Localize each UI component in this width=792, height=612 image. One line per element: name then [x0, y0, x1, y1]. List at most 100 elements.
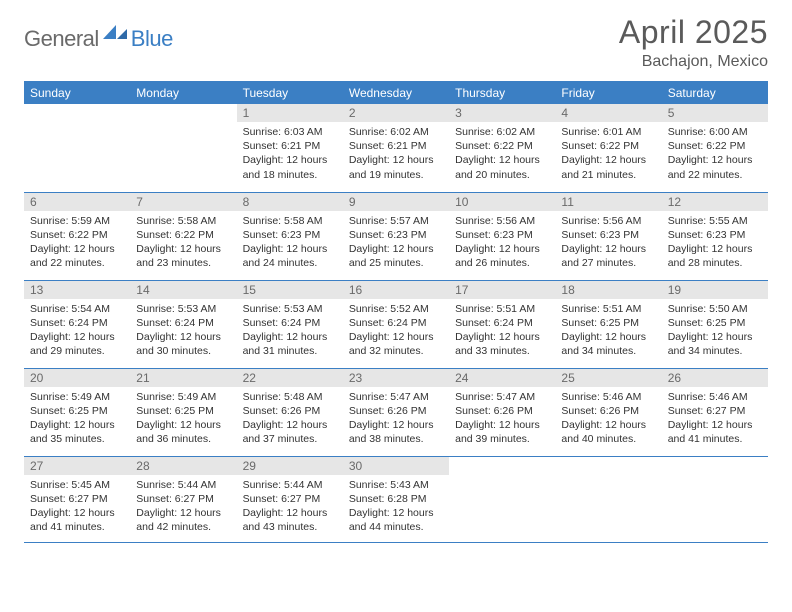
day-number: 9 — [343, 193, 449, 211]
day-number: 8 — [237, 193, 343, 211]
day-number: 6 — [24, 193, 130, 211]
day-content: Sunrise: 5:51 AMSunset: 6:24 PMDaylight:… — [449, 299, 555, 363]
day-content: Sunrise: 5:46 AMSunset: 6:27 PMDaylight:… — [662, 387, 768, 451]
location: Bachajon, Mexico — [619, 53, 768, 71]
day-content: Sunrise: 5:44 AMSunset: 6:27 PMDaylight:… — [237, 475, 343, 539]
calendar-cell: 9Sunrise: 5:57 AMSunset: 6:23 PMDaylight… — [343, 192, 449, 280]
day-content: Sunrise: 5:45 AMSunset: 6:27 PMDaylight:… — [24, 475, 130, 539]
calendar-week-row: 13Sunrise: 5:54 AMSunset: 6:24 PMDayligh… — [24, 280, 768, 368]
day-number: 5 — [662, 104, 768, 122]
calendar-cell: 17Sunrise: 5:51 AMSunset: 6:24 PMDayligh… — [449, 280, 555, 368]
day-number: 25 — [555, 369, 661, 387]
calendar-cell: 4Sunrise: 6:01 AMSunset: 6:22 PMDaylight… — [555, 104, 661, 192]
day-number: 1 — [237, 104, 343, 122]
day-number: 19 — [662, 281, 768, 299]
day-content: Sunrise: 5:56 AMSunset: 6:23 PMDaylight:… — [449, 211, 555, 275]
day-content: Sunrise: 5:54 AMSunset: 6:24 PMDaylight:… — [24, 299, 130, 363]
calendar-cell — [449, 456, 555, 542]
calendar-cell: 2Sunrise: 6:02 AMSunset: 6:21 PMDaylight… — [343, 104, 449, 192]
weekday-header: Tuesday — [237, 82, 343, 105]
calendar-cell: 1Sunrise: 6:03 AMSunset: 6:21 PMDaylight… — [237, 104, 343, 192]
calendar-cell — [24, 104, 130, 192]
calendar-cell: 27Sunrise: 5:45 AMSunset: 6:27 PMDayligh… — [24, 456, 130, 542]
day-number: 16 — [343, 281, 449, 299]
calendar-cell — [130, 104, 236, 192]
calendar-cell: 23Sunrise: 5:47 AMSunset: 6:26 PMDayligh… — [343, 368, 449, 456]
day-number: 14 — [130, 281, 236, 299]
calendar-week-row: 6Sunrise: 5:59 AMSunset: 6:22 PMDaylight… — [24, 192, 768, 280]
day-number: 17 — [449, 281, 555, 299]
day-number: 28 — [130, 457, 236, 475]
day-content: Sunrise: 6:03 AMSunset: 6:21 PMDaylight:… — [237, 122, 343, 186]
calendar-cell: 16Sunrise: 5:52 AMSunset: 6:24 PMDayligh… — [343, 280, 449, 368]
calendar-cell: 12Sunrise: 5:55 AMSunset: 6:23 PMDayligh… — [662, 192, 768, 280]
logo-text-blue: Blue — [131, 26, 173, 52]
day-content: Sunrise: 5:49 AMSunset: 6:25 PMDaylight:… — [24, 387, 130, 451]
calendar-cell: 29Sunrise: 5:44 AMSunset: 6:27 PMDayligh… — [237, 456, 343, 542]
day-content: Sunrise: 5:59 AMSunset: 6:22 PMDaylight:… — [24, 211, 130, 275]
calendar-cell: 28Sunrise: 5:44 AMSunset: 6:27 PMDayligh… — [130, 456, 236, 542]
calendar-cell: 7Sunrise: 5:58 AMSunset: 6:22 PMDaylight… — [130, 192, 236, 280]
day-number: 21 — [130, 369, 236, 387]
calendar-cell: 24Sunrise: 5:47 AMSunset: 6:26 PMDayligh… — [449, 368, 555, 456]
day-number: 24 — [449, 369, 555, 387]
day-number: 2 — [343, 104, 449, 122]
calendar-week-row: 27Sunrise: 5:45 AMSunset: 6:27 PMDayligh… — [24, 456, 768, 542]
day-number: 29 — [237, 457, 343, 475]
header: General Blue April 2025 Bachajon, Mexico — [24, 14, 768, 71]
day-content: Sunrise: 5:57 AMSunset: 6:23 PMDaylight:… — [343, 211, 449, 275]
day-number: 3 — [449, 104, 555, 122]
day-number: 23 — [343, 369, 449, 387]
day-number: 22 — [237, 369, 343, 387]
calendar-cell — [662, 456, 768, 542]
weekday-header: Friday — [555, 82, 661, 105]
logo-sail-icon — [103, 22, 129, 45]
calendar-cell: 21Sunrise: 5:49 AMSunset: 6:25 PMDayligh… — [130, 368, 236, 456]
day-content: Sunrise: 6:00 AMSunset: 6:22 PMDaylight:… — [662, 122, 768, 186]
day-content: Sunrise: 5:52 AMSunset: 6:24 PMDaylight:… — [343, 299, 449, 363]
calendar-cell: 19Sunrise: 5:50 AMSunset: 6:25 PMDayligh… — [662, 280, 768, 368]
day-content: Sunrise: 5:46 AMSunset: 6:26 PMDaylight:… — [555, 387, 661, 451]
day-number: 4 — [555, 104, 661, 122]
day-content: Sunrise: 5:55 AMSunset: 6:23 PMDaylight:… — [662, 211, 768, 275]
day-content: Sunrise: 5:53 AMSunset: 6:24 PMDaylight:… — [130, 299, 236, 363]
weekday-header-row: Sunday Monday Tuesday Wednesday Thursday… — [24, 82, 768, 105]
calendar-cell: 11Sunrise: 5:56 AMSunset: 6:23 PMDayligh… — [555, 192, 661, 280]
calendar-week-row: 1Sunrise: 6:03 AMSunset: 6:21 PMDaylight… — [24, 104, 768, 192]
calendar-cell: 30Sunrise: 5:43 AMSunset: 6:28 PMDayligh… — [343, 456, 449, 542]
logo-text-general: General — [24, 26, 99, 52]
day-number: 26 — [662, 369, 768, 387]
day-number: 20 — [24, 369, 130, 387]
day-content: Sunrise: 5:47 AMSunset: 6:26 PMDaylight:… — [449, 387, 555, 451]
day-number: 15 — [237, 281, 343, 299]
calendar-cell: 14Sunrise: 5:53 AMSunset: 6:24 PMDayligh… — [130, 280, 236, 368]
day-number: 30 — [343, 457, 449, 475]
logo: General Blue — [24, 14, 173, 52]
calendar-cell: 3Sunrise: 6:02 AMSunset: 6:22 PMDaylight… — [449, 104, 555, 192]
weekday-header: Thursday — [449, 82, 555, 105]
calendar-cell: 22Sunrise: 5:48 AMSunset: 6:26 PMDayligh… — [237, 368, 343, 456]
calendar-cell: 6Sunrise: 5:59 AMSunset: 6:22 PMDaylight… — [24, 192, 130, 280]
calendar-week-row: 20Sunrise: 5:49 AMSunset: 6:25 PMDayligh… — [24, 368, 768, 456]
calendar-cell — [555, 456, 661, 542]
day-number: 13 — [24, 281, 130, 299]
calendar-table: Sunday Monday Tuesday Wednesday Thursday… — [24, 81, 768, 543]
day-content: Sunrise: 5:53 AMSunset: 6:24 PMDaylight:… — [237, 299, 343, 363]
day-content: Sunrise: 5:48 AMSunset: 6:26 PMDaylight:… — [237, 387, 343, 451]
day-content: Sunrise: 5:56 AMSunset: 6:23 PMDaylight:… — [555, 211, 661, 275]
day-content: Sunrise: 6:02 AMSunset: 6:21 PMDaylight:… — [343, 122, 449, 186]
day-content: Sunrise: 5:49 AMSunset: 6:25 PMDaylight:… — [130, 387, 236, 451]
day-number: 11 — [555, 193, 661, 211]
day-content: Sunrise: 5:58 AMSunset: 6:23 PMDaylight:… — [237, 211, 343, 275]
calendar-cell: 5Sunrise: 6:00 AMSunset: 6:22 PMDaylight… — [662, 104, 768, 192]
day-content: Sunrise: 5:50 AMSunset: 6:25 PMDaylight:… — [662, 299, 768, 363]
calendar-cell: 26Sunrise: 5:46 AMSunset: 6:27 PMDayligh… — [662, 368, 768, 456]
calendar-cell: 8Sunrise: 5:58 AMSunset: 6:23 PMDaylight… — [237, 192, 343, 280]
weekday-header: Sunday — [24, 82, 130, 105]
calendar-cell: 10Sunrise: 5:56 AMSunset: 6:23 PMDayligh… — [449, 192, 555, 280]
day-content: Sunrise: 6:01 AMSunset: 6:22 PMDaylight:… — [555, 122, 661, 186]
day-content: Sunrise: 6:02 AMSunset: 6:22 PMDaylight:… — [449, 122, 555, 186]
weekday-header: Saturday — [662, 82, 768, 105]
calendar-cell: 15Sunrise: 5:53 AMSunset: 6:24 PMDayligh… — [237, 280, 343, 368]
day-number: 18 — [555, 281, 661, 299]
